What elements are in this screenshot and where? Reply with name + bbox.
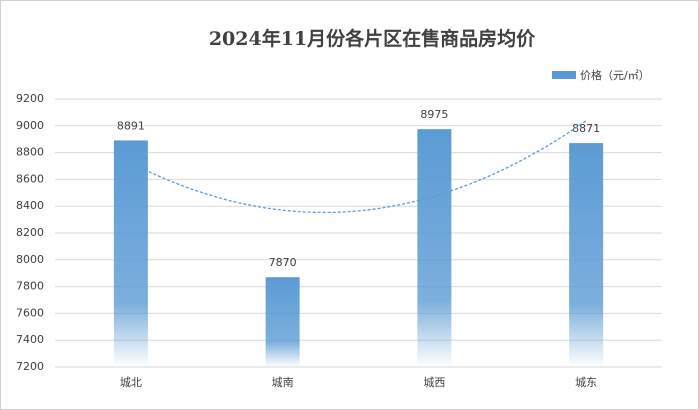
- data-label: 8871: [572, 122, 600, 135]
- legend-label: 价格（元/㎡）: [580, 68, 650, 82]
- data-label: 8975: [420, 108, 448, 121]
- legend-swatch: [552, 71, 576, 79]
- x-tick-label: 城南: [272, 376, 294, 389]
- bar: [417, 129, 452, 367]
- chart-title: 2024年11月份各片区在售商品房均价: [209, 27, 536, 50]
- bar: [113, 140, 148, 367]
- x-tick-label: 城北: [120, 376, 142, 389]
- x-tick-label: 城东: [575, 376, 597, 389]
- y-tick-label: 8000: [16, 253, 44, 266]
- data-label: 8891: [117, 119, 145, 132]
- y-tick-label: 7600: [16, 306, 44, 319]
- y-tick-label: 7800: [16, 280, 44, 293]
- y-tick-label: 8600: [16, 172, 44, 185]
- bar: [265, 277, 300, 367]
- y-tick-label: 8400: [16, 199, 44, 212]
- bar: [569, 143, 604, 367]
- trendline: [130, 120, 587, 214]
- y-tick-label: 8800: [16, 146, 44, 159]
- y-tick-label: 9200: [16, 92, 44, 105]
- y-tick-label: 7200: [16, 360, 44, 373]
- data-label: 7870: [269, 256, 297, 269]
- y-tick-label: 7400: [16, 333, 44, 346]
- y-tick-label: 8200: [16, 226, 44, 239]
- y-tick-label: 9000: [16, 119, 44, 132]
- x-tick-label: 城西: [423, 376, 445, 389]
